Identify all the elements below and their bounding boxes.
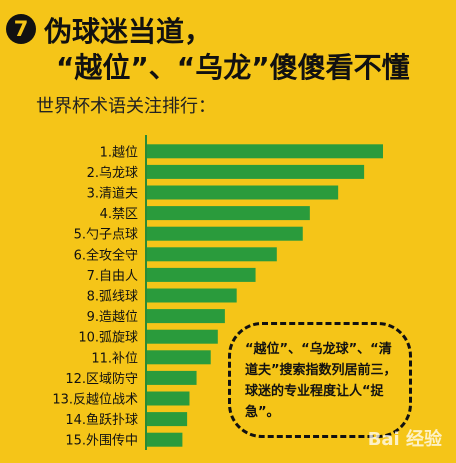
bar-2 (147, 164, 365, 179)
bar-13 (147, 391, 190, 406)
bar-5 (147, 226, 303, 241)
bar-9 (147, 309, 225, 324)
category-label-10: 10.弧旋球 (78, 331, 138, 346)
bar-4 (147, 206, 310, 221)
bar-7 (147, 267, 256, 282)
bar-15 (147, 432, 183, 447)
category-label-11: 11.补位 (91, 351, 138, 366)
title-line-1: 伪球迷当道， (44, 15, 213, 48)
category-label-5: 5.勺子点球 (74, 228, 138, 243)
bar-14 (147, 412, 188, 427)
category-label-13: 13.反越位战术 (52, 393, 138, 408)
category-label-4: 4.禁区 (100, 207, 138, 222)
annotation-box: “越位”、“乌龙球”、“清道夫”搜索指数列居前三，球迷的专业程度让人“捉急”。 (228, 322, 412, 438)
category-label-2: 2.乌龙球 (87, 165, 138, 181)
category-label-8: 8.弧线球 (87, 290, 138, 305)
bar-10 (147, 329, 218, 344)
bar-8 (147, 288, 237, 303)
category-label-7: 7.自由人 (87, 269, 138, 284)
bar-12 (147, 370, 197, 385)
category-label-3: 3.清道夫 (87, 187, 138, 202)
category-label-14: 14.鱼跃扑球 (65, 412, 138, 428)
bar-11 (147, 350, 211, 365)
category-label-1: 1.越位 (100, 145, 138, 160)
bar-6 (147, 247, 277, 262)
chart-subtitle: 世界杯术语关注排行： (36, 96, 216, 117)
category-label-6: 6.全攻全守 (74, 247, 138, 263)
category-label-9: 9.造越位 (87, 310, 138, 325)
number-badge: 7 (6, 14, 36, 44)
category-label-15: 15.外围传中 (65, 434, 138, 449)
bar-3 (147, 185, 339, 200)
title-line-2: “越位”、“乌龙”傻傻看不懂 (56, 51, 410, 84)
bar-1 (147, 144, 383, 159)
watermark-logo: Bai 经验 (367, 429, 442, 450)
category-label-12: 12.区域防守 (65, 371, 138, 387)
